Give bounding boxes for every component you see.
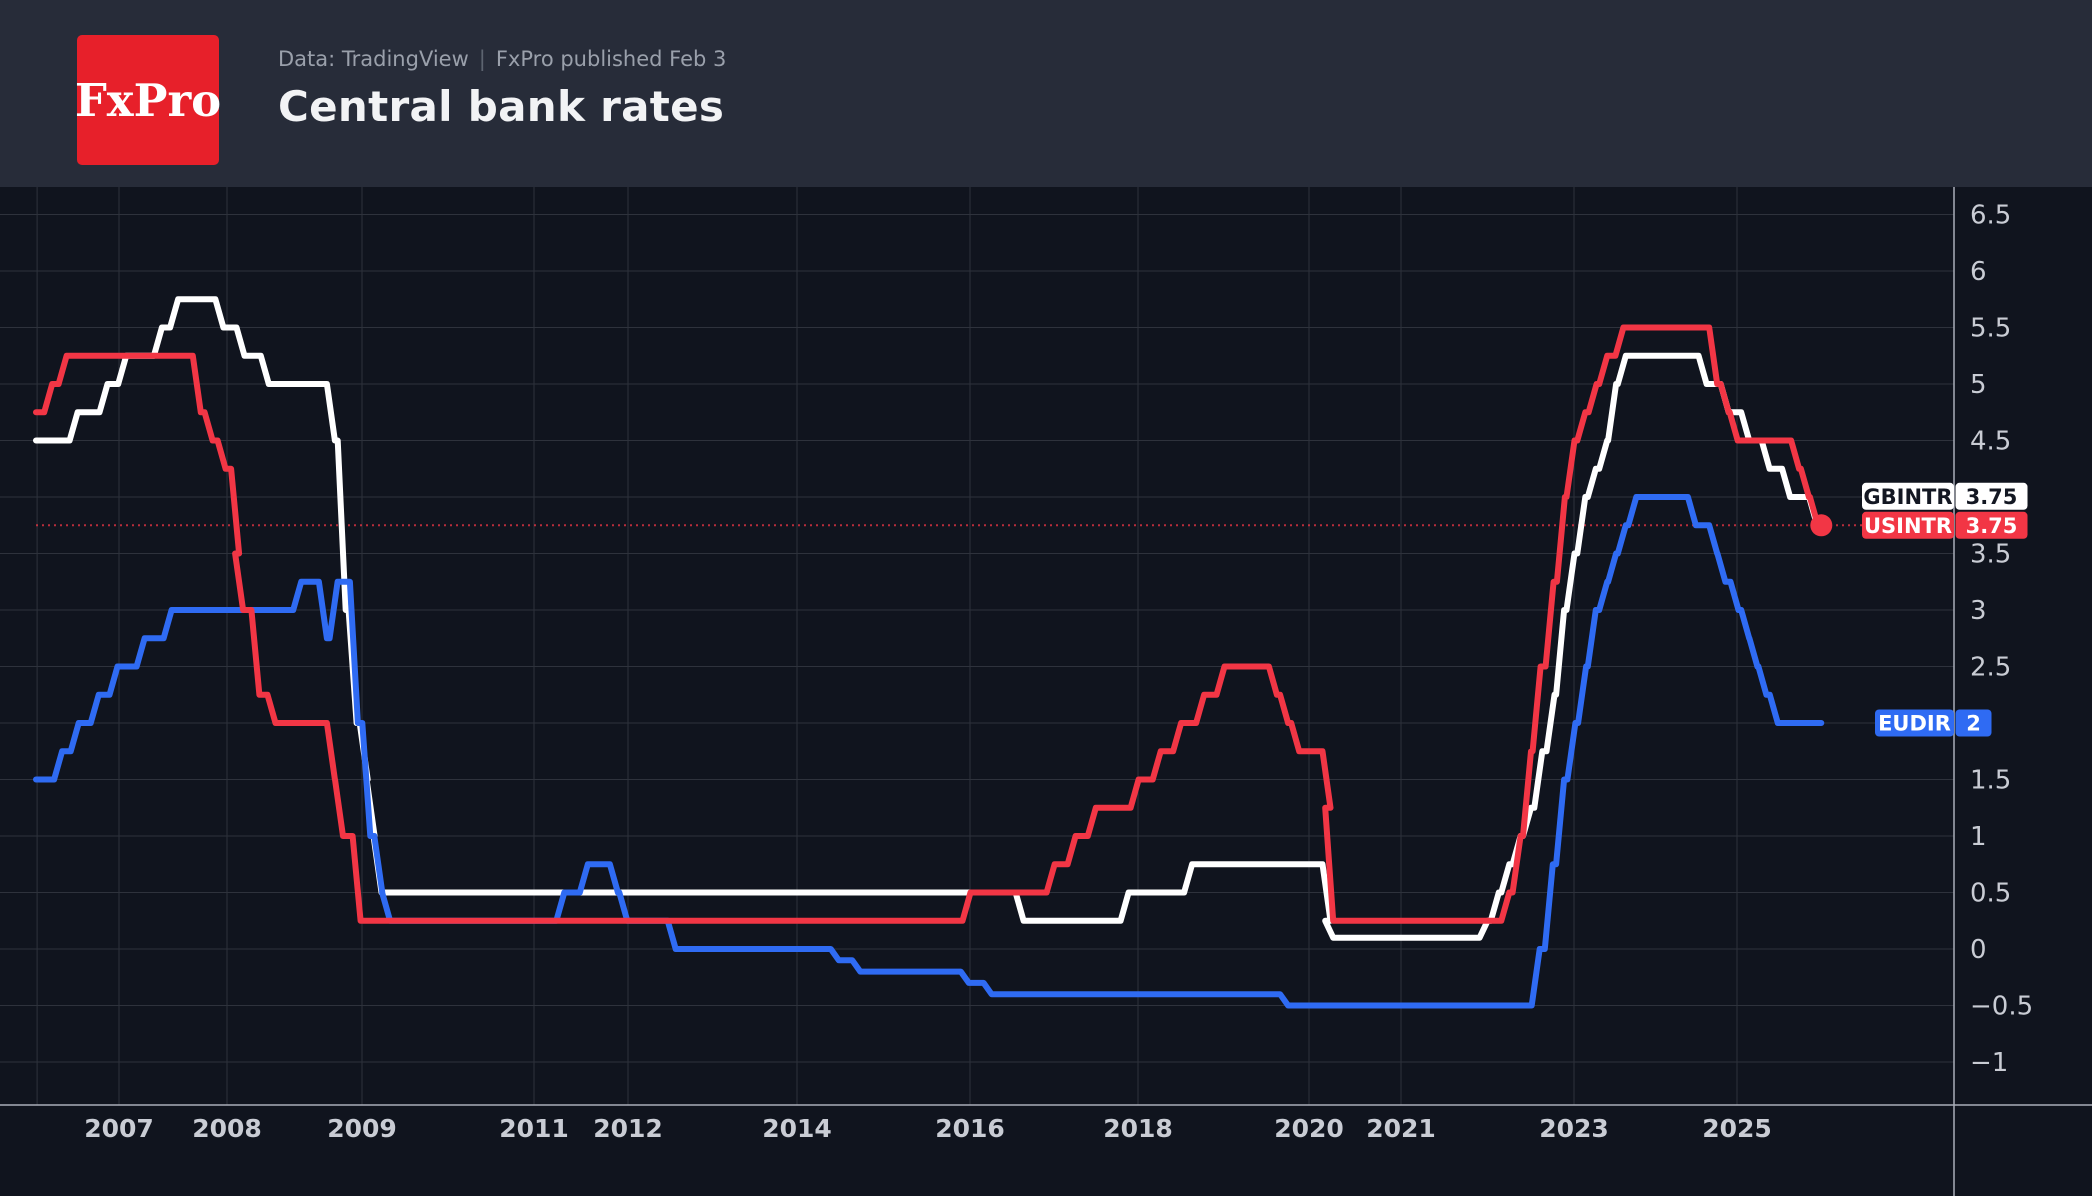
header: FxPro Data: TradingView | FxPro published … [0, 0, 2092, 187]
price-label-usintr: USINTR 3.75 [1862, 511, 2028, 539]
year-tick-label: 2020 [1274, 1114, 1344, 1143]
data-source-label: Data: TradingView [278, 47, 469, 71]
year-tick-label: 2011 [499, 1114, 569, 1143]
fxpro-logo: FxPro [74, 35, 222, 165]
separator: | [478, 47, 486, 71]
grid-vertical [36, 187, 1738, 1105]
price-tick-label: 1.5 [1970, 766, 2011, 796]
year-tick-label: 2018 [1103, 1114, 1173, 1143]
price-tick-label: 3.5 [1970, 540, 2011, 570]
year-tick-label: 2014 [762, 1114, 832, 1143]
price-label-ticker: USINTR [1864, 514, 1952, 538]
year-tick-label: 2016 [935, 1114, 1005, 1143]
price-tick-label: 3 [1970, 596, 1987, 626]
price-label-gbintr: GBINTR 3.75 [1862, 482, 2028, 510]
price-tick-label: 0 [1970, 935, 1987, 965]
year-tick-label: 2007 [84, 1114, 154, 1143]
price-tick-label: 2.5 [1970, 653, 2011, 683]
page-title: Central bank rates [278, 82, 725, 131]
year-tick-label: 2025 [1702, 1114, 1772, 1143]
year-tick-label: 2008 [192, 1114, 262, 1143]
price-tick-label: 1 [1970, 822, 1987, 852]
year-tick-label: 2023 [1539, 1114, 1609, 1143]
price-tick-label: 0.5 [1970, 879, 2011, 909]
published-label: FxPro published Feb 3 [495, 47, 727, 71]
price-tick-label: 5.5 [1970, 314, 2011, 344]
price-tick-label: 4.5 [1970, 427, 2011, 457]
year-tick-label: 2012 [593, 1114, 663, 1143]
header-text-block: Data: TradingView | FxPro published Feb 3 … [278, 47, 726, 131]
price-label-value: 2 [1966, 712, 1981, 736]
series-line-eudir [33, 494, 1825, 1009]
price-label-value: 3.75 [1966, 514, 2018, 538]
chart-source-line: Data: TradingView | FxPro published Feb 3 [278, 47, 726, 71]
time-axis-ticks: 2007 2008 2009 2011 2012 2014 2016 2018 2020 2021… [84, 1114, 1772, 1143]
price-tick-label: 5 [1970, 370, 1987, 400]
grid-horizontal [0, 214, 1954, 1063]
price-tick-label: 6.5 [1970, 201, 2011, 231]
price-label-value: 3.75 [1966, 485, 2018, 509]
series-line-usintr [33, 324, 1825, 924]
price-tick-label: −1 [1970, 1048, 2008, 1078]
price-label-ticker: GBINTR [1863, 485, 1952, 509]
year-tick-label: 2009 [327, 1114, 397, 1143]
price-axis-ticks: 6.5 6 5.5 5 4.5 3.5 3 2.5 1.5 1 0.5 0 −0.5 −1 [1970, 201, 2033, 1079]
price-label-ticker: EUDIR [1878, 712, 1951, 736]
series-line-gbintr [33, 296, 1822, 941]
price-tick-label: −0.5 [1970, 992, 2033, 1022]
price-tick-label: 6 [1970, 257, 1987, 287]
price-label-eudir: EUDIR 2 [1875, 709, 1992, 737]
fxpro-logo-text: FxPro [74, 73, 222, 127]
year-tick-label: 2021 [1366, 1114, 1436, 1143]
usintr-endpoint-dot [1810, 514, 1833, 537]
